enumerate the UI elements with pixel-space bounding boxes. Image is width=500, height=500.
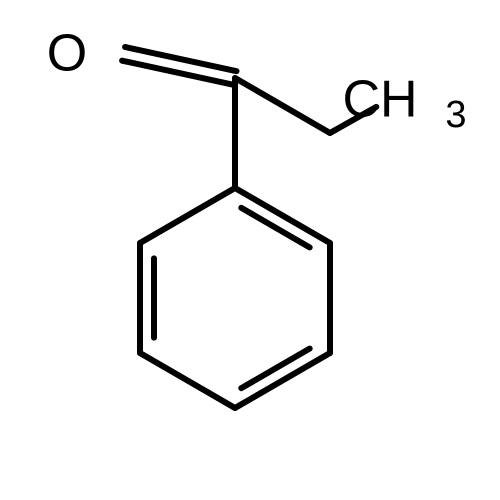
svg-text:CH: CH xyxy=(342,71,417,129)
svg-text:3: 3 xyxy=(445,94,466,136)
molecule-canvas: O CH 3 xyxy=(0,0,500,500)
svg-text:O: O xyxy=(47,25,87,83)
